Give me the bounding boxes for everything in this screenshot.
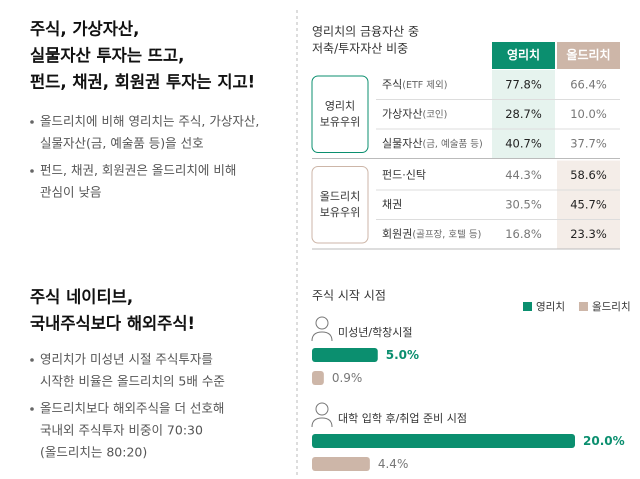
row-label-main: 가상자산 bbox=[382, 107, 422, 120]
table-title: 영리치의 금융자산 중 bbox=[312, 25, 419, 39]
category-label: 대학 입학 후/취업 준비 시점 bbox=[338, 412, 467, 425]
legend-label: 영리치 bbox=[536, 301, 565, 313]
bar bbox=[312, 434, 575, 448]
row-label-main: 실물자산 bbox=[382, 137, 422, 150]
row-label-note: (골프장, 호텔 등) bbox=[412, 228, 481, 240]
group-box bbox=[311, 166, 369, 244]
cell-value: 66.4% bbox=[570, 77, 607, 91]
bullet-text: 올드리치보다 해외주식을 더 선호해 bbox=[40, 401, 224, 416]
group-label: 보유우위 bbox=[320, 206, 360, 219]
row-label-main: 채권 bbox=[382, 198, 402, 211]
bullet-text: (올드리치는 80:20) bbox=[40, 445, 147, 460]
row-label-main: 펀드·신탁 bbox=[382, 168, 426, 181]
highlight-column bbox=[492, 70, 555, 159]
table-title: 저축/투자자산 비중 bbox=[312, 42, 408, 56]
icon-body bbox=[311, 417, 333, 428]
cell-value: 44.3% bbox=[505, 168, 542, 182]
value-label: 20.0% bbox=[583, 434, 625, 448]
cell-value: 30.5% bbox=[505, 197, 542, 211]
person-icon bbox=[311, 316, 333, 342]
value-label: 5.0% bbox=[386, 348, 419, 362]
group-box bbox=[311, 75, 369, 153]
row-label-note: (코인) bbox=[422, 109, 447, 120]
bullet-text: 국내외 주식투자 비중이 70:30 bbox=[40, 423, 203, 438]
bullet-text: 실물자산(금, 예술품 등)을 선호 bbox=[40, 136, 204, 151]
heading: 국내주식보다 해외주식! bbox=[30, 314, 195, 333]
cell-value: 23.3% bbox=[570, 227, 607, 241]
row-label-main: 회원권 bbox=[382, 227, 412, 240]
bullet-text: 영리치가 미성년 시절 주식투자를 bbox=[40, 352, 213, 367]
highlight-column bbox=[557, 160, 620, 249]
bar bbox=[312, 371, 324, 385]
column-header-bg bbox=[492, 42, 555, 69]
cell-value: 37.7% bbox=[570, 136, 607, 150]
column-header: 영리치 bbox=[507, 47, 540, 62]
bar bbox=[312, 348, 378, 362]
bullet-dot bbox=[30, 358, 34, 362]
cell-value: 28.7% bbox=[505, 107, 542, 121]
bullet-text: 관심이 낮음 bbox=[40, 185, 101, 200]
icon-head bbox=[315, 316, 329, 330]
heading: 실물자산 투자는 뜨고, bbox=[30, 46, 184, 65]
column-header-bg bbox=[557, 42, 620, 69]
row-label-note: (ETF 제외) bbox=[402, 78, 447, 90]
row-label: 채권 bbox=[382, 198, 402, 211]
row-label: 실물자산(금, 예술품 등) bbox=[382, 137, 483, 150]
row-label: 가상자산(코인) bbox=[382, 107, 447, 120]
cell-value: 45.7% bbox=[570, 197, 607, 211]
cell-value: 16.8% bbox=[505, 227, 542, 241]
icon-body bbox=[311, 331, 333, 342]
row-label-main: 주식 bbox=[382, 78, 402, 91]
value-label: 4.4% bbox=[378, 457, 409, 471]
group-label: 영리치 bbox=[325, 99, 355, 112]
cell-value: 58.6% bbox=[570, 168, 607, 182]
cell-value: 40.7% bbox=[505, 136, 542, 150]
group-label: 보유우위 bbox=[320, 115, 360, 128]
group-label: 올드리치 bbox=[320, 190, 360, 203]
value-label: 0.9% bbox=[332, 371, 363, 385]
legend-swatch bbox=[523, 302, 532, 311]
legend-swatch bbox=[578, 302, 588, 311]
row-label: 회원권(골프장, 호텔 등) bbox=[382, 227, 481, 240]
person-icon bbox=[311, 402, 333, 428]
bar bbox=[312, 457, 370, 471]
bullet-dot bbox=[30, 120, 34, 124]
legend-label: 올드리치 bbox=[592, 301, 631, 313]
row-label: 주식(ETF 제외) bbox=[382, 78, 447, 91]
row-label: 펀드·신탁 bbox=[382, 168, 426, 181]
column-header: 올드리치 bbox=[566, 47, 610, 62]
heading: 주식, 가상자산, bbox=[30, 20, 139, 39]
heading: 펀드, 채권, 회원권 투자는 지고! bbox=[30, 73, 255, 92]
row-label-note: (금, 예술품 등) bbox=[422, 138, 482, 149]
cell-value: 77.8% bbox=[505, 77, 542, 91]
bullet-text: 올드리치에 비해 영리치는 주식, 가상자산, bbox=[40, 114, 259, 129]
icon-head bbox=[315, 402, 329, 416]
bullet-dot bbox=[30, 407, 34, 411]
cell-value: 10.0% bbox=[570, 107, 607, 121]
heading: 주식 네이티브, bbox=[30, 288, 133, 307]
category-label: 미성년/학창시절 bbox=[338, 326, 413, 339]
bullet-text: 시작한 비율은 올드리치의 5배 수준 bbox=[40, 374, 225, 389]
bullet-dot bbox=[30, 169, 34, 173]
chart-title: 주식 시작 시점 bbox=[312, 289, 386, 303]
bullet-text: 펀드, 채권, 회원권은 올드리치에 비해 bbox=[40, 163, 236, 178]
